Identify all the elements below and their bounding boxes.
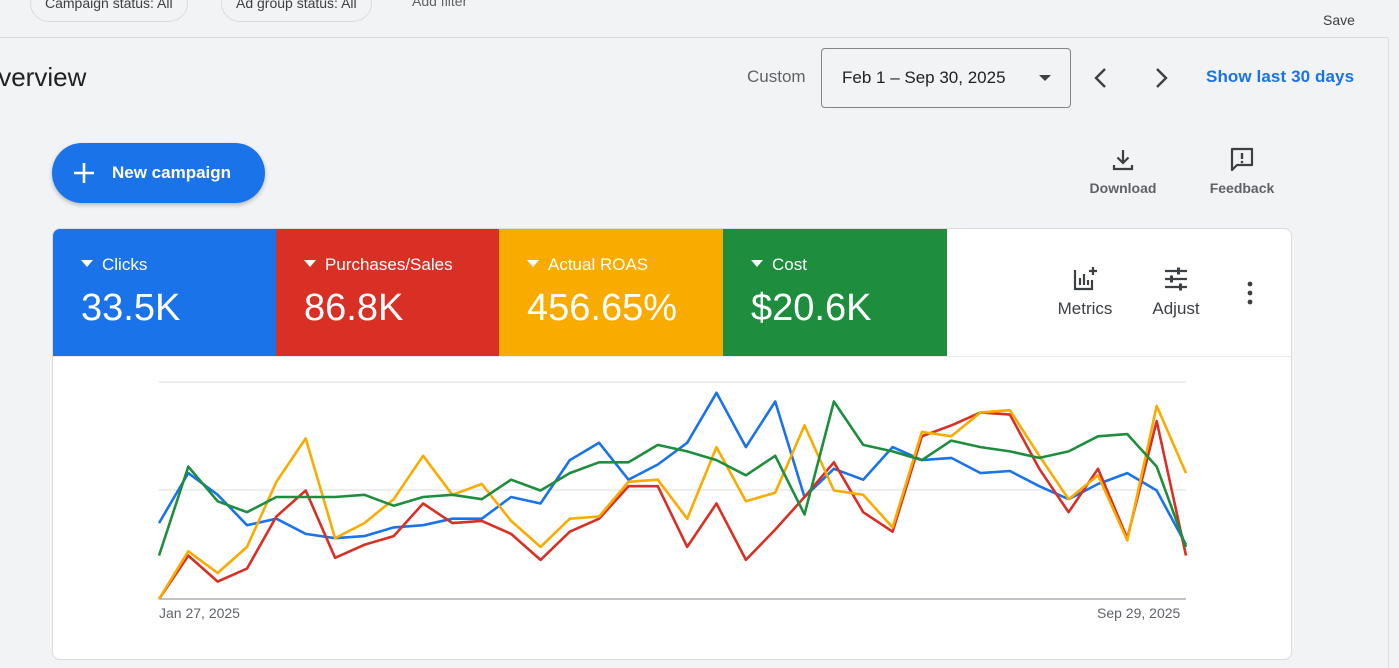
scorecard-cost-value: $20.6K <box>751 287 872 329</box>
ad-group-status-chip-label: Ad group status: All <box>236 0 357 11</box>
feedback-label: Feedback <box>1209 180 1275 196</box>
caret-down-icon <box>304 260 316 267</box>
ad-group-status-chip[interactable]: Ad group status: All <box>221 0 372 22</box>
next-period-icon[interactable] <box>1146 63 1176 93</box>
series-layer <box>157 391 1188 600</box>
metrics-icon <box>1073 267 1097 291</box>
more-options-icon[interactable] <box>1238 279 1262 307</box>
x-axis-label-end: Sep 29, 2025 <box>1097 605 1181 621</box>
metrics-button[interactable]: Metrics <box>1045 265 1125 325</box>
previous-period-icon[interactable] <box>1086 63 1116 93</box>
campaign-status-chip-label: Campaign status: All <box>45 0 173 11</box>
scorecard-cost[interactable]: Cost $20.6K <box>723 229 947 356</box>
series-line-clicks <box>157 391 1188 546</box>
download-button[interactable]: Download <box>1068 146 1178 202</box>
series-line-purchases-sales <box>157 411 1188 600</box>
filter-bar: Campaign status: All Ad group status: Al… <box>0 0 1388 38</box>
feedback-icon <box>1230 147 1254 172</box>
date-range-picker[interactable]: Feb 1 – Sep 30, 2025 <box>821 48 1071 108</box>
date-mode-label: Custom <box>747 67 806 86</box>
scorecard-purchases[interactable]: Purchases/Sales 86.8K <box>276 229 499 356</box>
date-range-text: Feb 1 – Sep 30, 2025 <box>842 68 1006 87</box>
plus-icon <box>74 163 94 183</box>
new-campaign-button[interactable]: New campaign <box>52 143 265 203</box>
adjust-button[interactable]: Adjust <box>1136 265 1216 325</box>
scorecard-clicks-label: Clicks <box>81 255 147 275</box>
adjust-icon <box>1165 267 1187 291</box>
show-last-30-days-link[interactable]: Show last 30 days <box>1206 67 1355 86</box>
panel-divider <box>1388 38 1389 668</box>
series-line-cost <box>157 400 1188 557</box>
performance-chart <box>157 381 1188 600</box>
series-line-actual-roas <box>157 404 1188 600</box>
scorecard-roas-value: 456.65% <box>527 287 678 329</box>
feedback-button[interactable]: Feedback <box>1187 146 1297 202</box>
scorecard-roas[interactable]: Actual ROAS 456.65% <box>499 229 723 356</box>
scorecard-clicks-value: 33.5K <box>81 287 181 329</box>
download-label: Download <box>1089 180 1157 196</box>
save-label: Save <box>1323 12 1355 28</box>
page-title: Overview <box>0 62 100 93</box>
caret-down-icon <box>81 260 93 267</box>
save-button[interactable]: Save <box>1316 0 1362 30</box>
scorecard-divider <box>53 356 1291 357</box>
dropdown-caret-icon <box>1039 75 1051 81</box>
campaign-status-chip[interactable]: Campaign status: All <box>30 0 188 22</box>
scorecard-cost-label: Cost <box>751 255 807 275</box>
download-icon <box>1112 150 1134 171</box>
scorecard-purchases-label: Purchases/Sales <box>304 255 453 275</box>
scorecard-roas-label: Actual ROAS <box>527 255 648 275</box>
add-filter-link[interactable]: Add filter <box>412 0 468 9</box>
caret-down-icon <box>527 260 539 267</box>
page-title-text: Overview <box>0 62 87 92</box>
scorecard-clicks[interactable]: Clicks 33.5K <box>53 229 276 356</box>
caret-down-icon <box>751 260 763 267</box>
x-axis-label-start: Jan 27, 2025 <box>159 605 240 621</box>
scorecard-purchases-value: 86.8K <box>304 287 404 329</box>
metrics-label: Metrics <box>1057 299 1113 318</box>
new-campaign-label: New campaign <box>112 163 232 182</box>
performance-card: Clicks 33.5K Purchases/Sales 86.8K Actua… <box>52 228 1292 660</box>
adjust-label: Adjust <box>1152 299 1200 318</box>
